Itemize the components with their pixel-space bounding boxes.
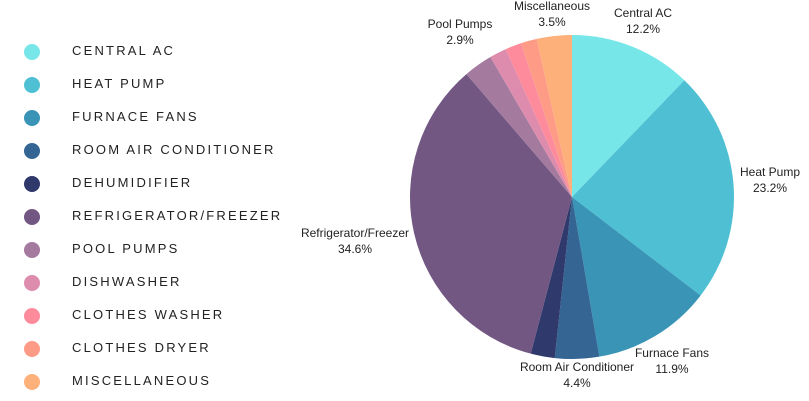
legend-swatch [24, 242, 40, 258]
legend-swatch [24, 341, 40, 357]
legend-label: REFRIGERATOR/FREEZER [72, 208, 283, 223]
legend-item: POOL PUMPS [24, 240, 177, 260]
legend-item: CLOTHES WASHER [24, 306, 222, 326]
slice-label: Pool Pumps 2.9% [428, 17, 493, 47]
legend-item: FURNACE FANS [24, 108, 197, 128]
pie-slice [466, 57, 572, 198]
legend-swatch [24, 275, 40, 291]
legend-item: HEAT PUMP [24, 75, 164, 95]
slice-label: Heat Pump 23.2% [740, 165, 800, 195]
legend-swatch [24, 374, 40, 390]
pie-slice [572, 80, 734, 296]
legend-label: DEHUMIDIFIER [72, 175, 193, 190]
legend-label: CLOTHES WASHER [72, 307, 225, 322]
slice-label: Miscellaneous 3.5% [514, 0, 590, 29]
legend-swatch [24, 308, 40, 324]
pie-slice [410, 74, 572, 354]
pie-slice [505, 43, 572, 197]
legend-label: POOL PUMPS [72, 241, 180, 256]
legend-label: ROOM AIR CONDITIONER [72, 142, 276, 157]
legend: CENTRAL AC HEAT PUMP FURNACE FANS ROOM AIR … [0, 0, 300, 401]
legend-swatch [24, 209, 40, 225]
pie-slice [530, 197, 572, 359]
legend-item: ROOM AIR CONDITIONER [24, 141, 273, 161]
legend-label: FURNACE FANS [72, 109, 199, 124]
slice-label: Room Air Conditioner 4.4% [520, 360, 634, 390]
legend-item: REFRIGERATOR/FREEZER [24, 207, 280, 227]
legend-swatch [24, 176, 40, 192]
legend-swatch [24, 44, 40, 60]
legend-label: HEAT PUMP [72, 76, 167, 91]
pie-slice [572, 35, 685, 197]
pie-slice [554, 197, 600, 359]
legend-item: CENTRAL AC [24, 42, 173, 62]
pie-slice [536, 35, 572, 197]
slice-label: Refrigerator/Freezer 34.6% [301, 226, 409, 256]
legend-item: DISHWASHER [24, 273, 179, 293]
legend-label: CLOTHES DRYER [72, 340, 211, 355]
legend-swatch [24, 110, 40, 126]
legend-swatch [24, 143, 40, 159]
slice-label: Central AC 12.2% [614, 6, 672, 36]
legend-label: MISCELLANEOUS [72, 373, 212, 388]
pie-slice [572, 197, 701, 357]
pie-slice [490, 49, 572, 197]
pie-slice [520, 38, 572, 197]
slice-label: Furnace Fans 11.9% [635, 346, 709, 376]
legend-item: CLOTHES DRYER [24, 339, 209, 359]
legend-label: DISHWASHER [72, 274, 182, 289]
legend-swatch [24, 77, 40, 93]
legend-item: MISCELLANEOUS [24, 372, 209, 392]
legend-item: DEHUMIDIFIER [24, 174, 190, 194]
legend-label: CENTRAL AC [72, 43, 176, 58]
